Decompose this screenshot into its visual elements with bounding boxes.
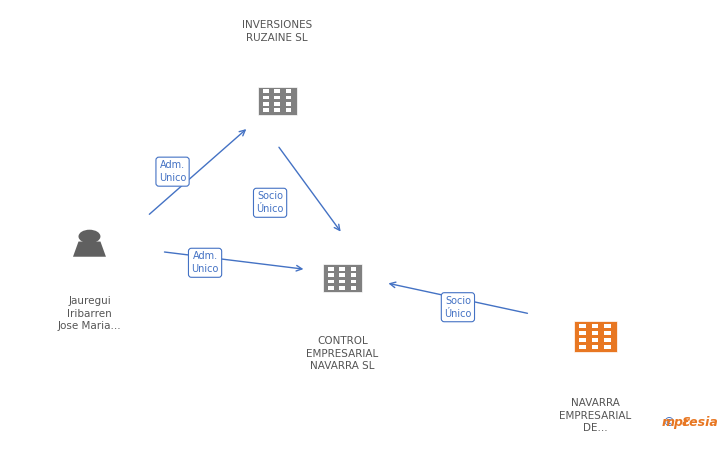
Bar	[285, 89, 291, 93]
Bar	[263, 95, 269, 99]
Bar	[592, 331, 598, 335]
Text: Ɛ: Ɛ	[682, 416, 691, 429]
Polygon shape	[73, 242, 106, 257]
Bar	[328, 280, 334, 284]
Bar	[592, 338, 598, 342]
Text: mpresia: mpresia	[661, 416, 718, 429]
Bar	[351, 267, 357, 270]
Bar	[274, 95, 280, 99]
Bar	[351, 273, 357, 277]
Text: NAVARRA
EMPRESARIAL
DE...: NAVARRA EMPRESARIAL DE...	[559, 398, 631, 433]
Text: CONTROL
EMPRESARIAL
NAVARRA SL: CONTROL EMPRESARIAL NAVARRA SL	[306, 336, 379, 371]
Bar	[604, 345, 611, 349]
Bar	[592, 345, 598, 349]
Bar	[258, 86, 297, 115]
Bar	[351, 280, 357, 284]
Bar	[328, 273, 334, 277]
Text: Adm.
Unico: Adm. Unico	[191, 251, 218, 274]
Bar	[285, 95, 291, 99]
Bar	[323, 264, 362, 292]
Bar	[604, 324, 611, 328]
Text: Socio
Único: Socio Único	[444, 296, 472, 319]
Bar	[339, 267, 345, 270]
Bar	[592, 324, 598, 328]
Bar	[579, 338, 586, 342]
Bar	[339, 280, 345, 284]
Bar	[263, 89, 269, 93]
Bar	[604, 338, 611, 342]
Bar	[285, 108, 291, 112]
Bar	[339, 273, 345, 277]
Bar	[274, 102, 280, 105]
Bar	[579, 324, 586, 328]
Text: INVERSIONES
RUZAINE SL: INVERSIONES RUZAINE SL	[242, 20, 312, 43]
Bar	[263, 102, 269, 105]
Bar	[579, 331, 586, 335]
Text: Jauregui
Iribarren
Jose Maria...: Jauregui Iribarren Jose Maria...	[58, 296, 122, 331]
Bar	[285, 102, 291, 105]
Bar	[328, 267, 334, 270]
Bar	[274, 89, 280, 93]
Circle shape	[79, 230, 100, 243]
Bar	[274, 108, 280, 112]
Bar	[351, 286, 357, 290]
Bar	[328, 286, 334, 290]
Text: Adm.
Unico: Adm. Unico	[159, 160, 186, 183]
Text: ©: ©	[662, 416, 675, 429]
Bar	[604, 331, 611, 335]
Bar	[263, 108, 269, 112]
Bar	[579, 345, 586, 349]
Text: Socio
Único: Socio Único	[256, 191, 284, 214]
Bar	[574, 320, 617, 351]
Bar	[339, 286, 345, 290]
